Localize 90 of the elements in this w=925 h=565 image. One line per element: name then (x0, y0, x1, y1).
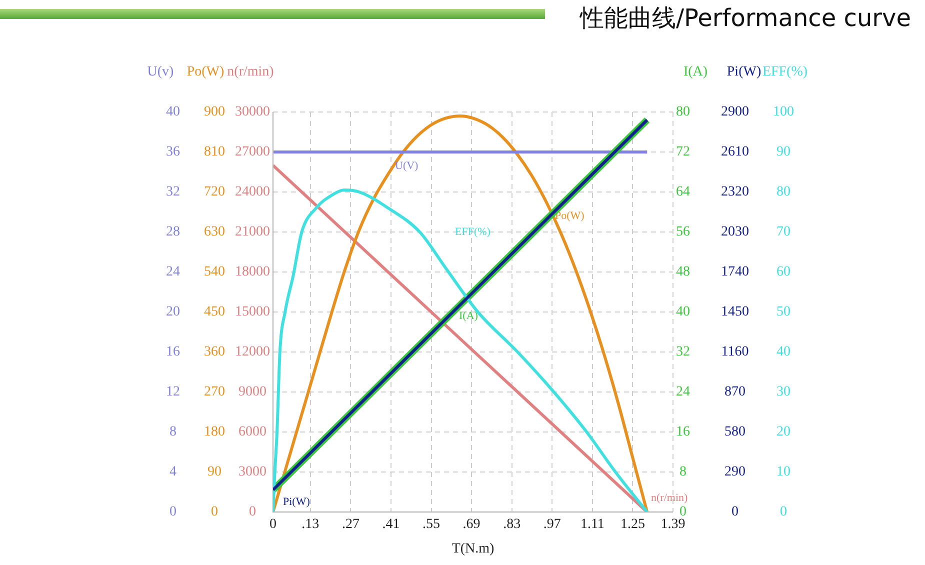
y-tick-label: 72 (676, 144, 690, 160)
y-tick-label: 12 (166, 384, 180, 400)
y2-tick-label: 720 (204, 184, 225, 200)
y2-tick-label: 1450 (721, 304, 749, 320)
x-tick-label: 1.25 (620, 517, 645, 532)
x-tick-label: .97 (543, 517, 561, 532)
y-tick-label: 20 (166, 304, 180, 320)
y2-tick-label: 450 (204, 304, 225, 320)
y2-tick-label: 290 (724, 464, 746, 480)
x-tick-label: 1.39 (660, 517, 686, 532)
y-tick-label: 40 (676, 304, 690, 320)
y3-tick-label: 60 (776, 264, 790, 280)
x-tick-label: .83 (503, 517, 521, 532)
y-tick-label: 36 (166, 144, 180, 160)
y3-tick-label: 100 (773, 104, 794, 120)
y2-tick-label: 630 (204, 224, 225, 240)
y2-axis-title: Po(W) (186, 64, 224, 80)
x-axis-title: T(N.m) (452, 541, 495, 556)
y3-tick-label: 27000 (235, 144, 270, 160)
y2-tick-label: 180 (204, 424, 225, 440)
y3-tick-label: 21000 (235, 224, 270, 240)
series-label: Pi(W) (283, 496, 310, 508)
y3-tick-label: 3000 (238, 464, 266, 480)
y3-tick-label: 90 (776, 144, 790, 160)
y3-tick-label: 15000 (235, 304, 270, 320)
y3-tick-label: 0 (780, 504, 787, 520)
text: EFF(%) (455, 226, 491, 238)
y-tick-label: 24 (166, 264, 180, 280)
y-tick-label: 8 (170, 424, 176, 440)
y-tick-label: 0 (170, 504, 176, 520)
y-tick-label: 0 (680, 504, 686, 520)
y3-tick-label: 9000 (238, 384, 266, 400)
series-label: U(V) (395, 160, 419, 172)
y-axis-title: I(A) (683, 64, 708, 80)
y2-tick-label: 270 (204, 384, 225, 400)
y3-tick-label: 24000 (235, 184, 270, 200)
y-tick-label: 56 (676, 224, 690, 240)
y-tick-label: 40 (166, 104, 180, 120)
y3-tick-label: 12000 (235, 344, 270, 360)
y-tick-label: 64 (676, 184, 690, 200)
y3-axis-title: EFF(%) (762, 64, 808, 80)
x-tick-label: 0 (270, 517, 276, 532)
y2-tick-label: 0 (732, 504, 738, 520)
y2-tick-label: 2610 (721, 144, 749, 160)
y2-tick-label: 870 (724, 384, 746, 400)
y-tick-label: 80 (676, 104, 690, 120)
y2-axis-title: Pi(W) (726, 64, 762, 80)
y3-tick-label: 0 (249, 504, 256, 520)
y2-tick-label: 2320 (721, 184, 749, 200)
y2-tick-label: 90 (208, 464, 222, 480)
y3-tick-label: 30 (776, 384, 790, 400)
y3-tick-label: 6000 (238, 424, 266, 440)
y-tick-label: 4 (170, 464, 176, 480)
x-tick-label: .55 (422, 517, 440, 532)
y2-tick-label: 580 (724, 424, 746, 440)
y2-tick-label: 360 (204, 344, 225, 360)
y3-tick-label: 30000 (235, 104, 270, 120)
y2-tick-label: 810 (204, 144, 225, 160)
y2-tick-label: 1160 (721, 344, 749, 360)
text: 性能曲线/Performance curve (580, 3, 911, 34)
series-label: n(r/min) (651, 492, 688, 504)
y-axis-title: U(v) (147, 64, 174, 80)
y-tick-label: 8 (680, 464, 686, 480)
y3-tick-label: 10 (776, 464, 790, 480)
y2-tick-label: 0 (211, 504, 218, 520)
y-tick-label: 16 (166, 344, 180, 360)
y-tick-label: 32 (676, 344, 690, 360)
y3-tick-label: 70 (776, 224, 790, 240)
y2-tick-label: 1740 (721, 264, 749, 280)
y-tick-label: 24 (676, 384, 690, 400)
x-tick-label: 1.11 (580, 517, 604, 532)
y-tick-label: 48 (676, 264, 690, 280)
y3-axis-title: n(r/min) (227, 64, 274, 80)
y3-tick-label: 80 (776, 184, 790, 200)
y3-tick-label: 20 (776, 424, 790, 440)
y3-tick-label: 40 (776, 344, 790, 360)
series-label: I(A) (459, 310, 478, 322)
y2-tick-label: 2030 (721, 224, 749, 240)
y-tick-label: 32 (166, 184, 180, 200)
y-tick-label: 16 (676, 424, 690, 440)
x-tick-label: .27 (342, 517, 360, 532)
y2-tick-label: 900 (204, 104, 225, 120)
y2-tick-label: 2900 (721, 104, 749, 120)
x-tick-label: .69 (462, 517, 480, 532)
x-tick-label: .13 (302, 517, 320, 532)
y3-tick-label: 50 (776, 304, 790, 320)
y-tick-label: 28 (166, 224, 180, 240)
y3-tick-label: 18000 (235, 264, 270, 280)
y2-tick-label: 540 (204, 264, 225, 280)
x-tick-label: .41 (382, 517, 400, 532)
